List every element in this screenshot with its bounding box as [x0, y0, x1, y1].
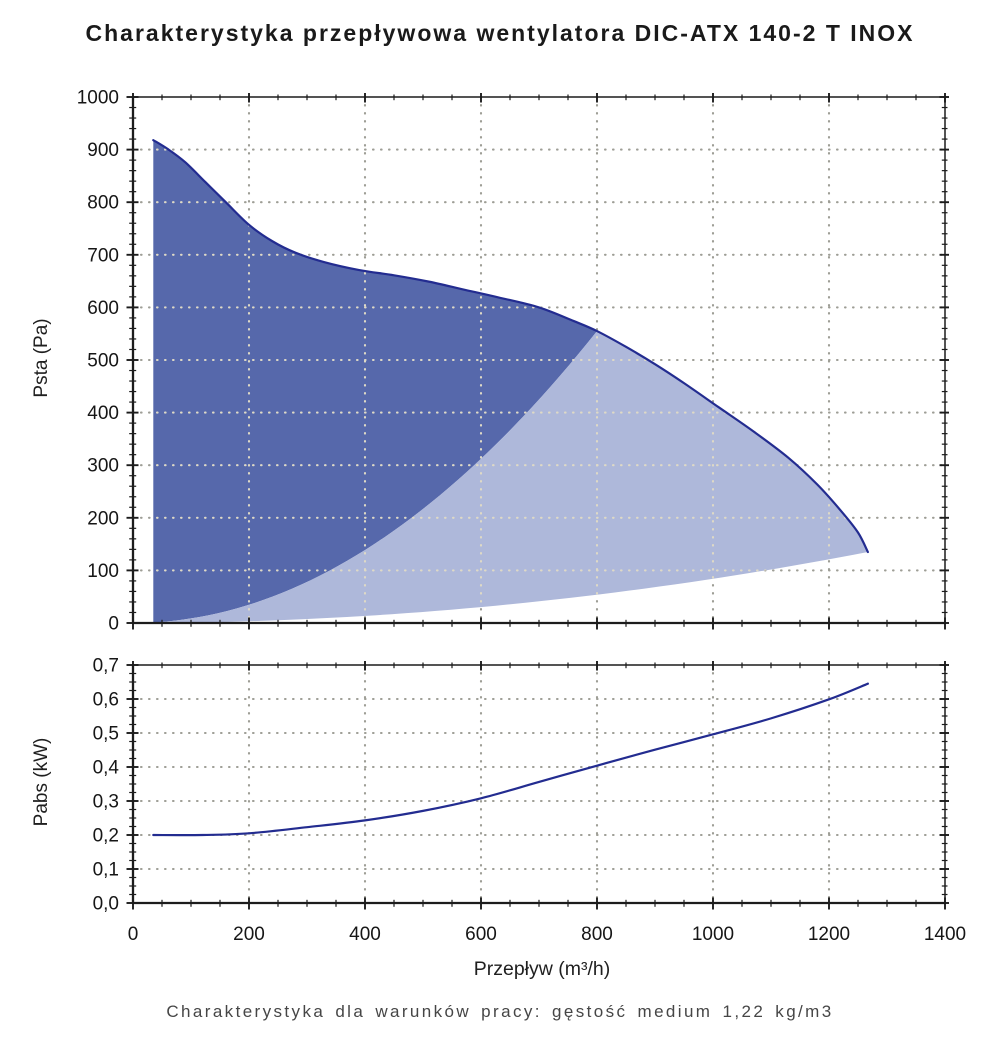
y-tick-label: 800	[87, 193, 119, 214]
x-tick-label: 400	[349, 924, 381, 945]
y-tick-label: 300	[87, 456, 119, 477]
y-tick-label: 0	[108, 614, 119, 635]
y-tick-label: 0,7	[93, 656, 119, 677]
x-tick-label: 800	[581, 924, 613, 945]
chart-title: Charakterystyka przepływowa wentylatora …	[85, 20, 915, 46]
power-curve-chart: 0,0 0,1 0,2 0,3 0,4 0,5 0,6 0,7 0 200 400 600 800 100…	[93, 656, 967, 946]
y-tick-label: 100	[87, 561, 119, 582]
y-tick-label: 900	[87, 140, 119, 161]
y-tick-label: 0,5	[93, 724, 119, 745]
y-tick-label: 0,2	[93, 826, 119, 847]
y-tick-label: 0,1	[93, 860, 119, 881]
y-tick-label: 0,6	[93, 690, 119, 711]
fan-curve-psta	[152, 139, 869, 554]
x-tick-label: 600	[465, 924, 497, 945]
recommended-operating-area	[153, 140, 598, 623]
y-tick-label: 500	[87, 351, 119, 372]
y-tick-label: 600	[87, 298, 119, 319]
chart-caption: Charakterystyka dla warunków pracy: gęst…	[166, 1002, 834, 1021]
x-tick-label: 1400	[924, 924, 966, 945]
y-tick-label: 700	[87, 245, 119, 266]
x-tick-label: 1000	[692, 924, 734, 945]
y-tick-label: 400	[87, 403, 119, 424]
fan-pressure-chart: 0 100 200 300 400 500 600 700 800 900 1000	[77, 88, 949, 635]
y-tick-label: 200	[87, 508, 119, 529]
y-tick-label: 0,4	[93, 758, 120, 779]
x-tick-label: 200	[233, 924, 265, 945]
power-curve-pabs	[152, 682, 869, 837]
tick-labels: 0 100 200 300 400 500 600 700 800 900 1000	[77, 88, 119, 635]
grid-under	[131, 663, 947, 905]
y-tick-label: 0,0	[93, 894, 119, 915]
extended-operating-area	[153, 331, 868, 623]
ticks	[126, 93, 949, 630]
y-tick-label: 0,3	[93, 792, 119, 813]
y-tick-label: 1000	[77, 88, 119, 109]
x-tick-label: 0	[128, 924, 139, 945]
ticks	[126, 661, 949, 910]
x-axis-label: Przepływ (m³/h)	[473, 958, 611, 980]
tick-labels: 0,0 0,1 0,2 0,3 0,4 0,5 0,6 0,7 0 200 400 600 800 100…	[93, 656, 967, 946]
x-tick-label: 1200	[808, 924, 850, 945]
